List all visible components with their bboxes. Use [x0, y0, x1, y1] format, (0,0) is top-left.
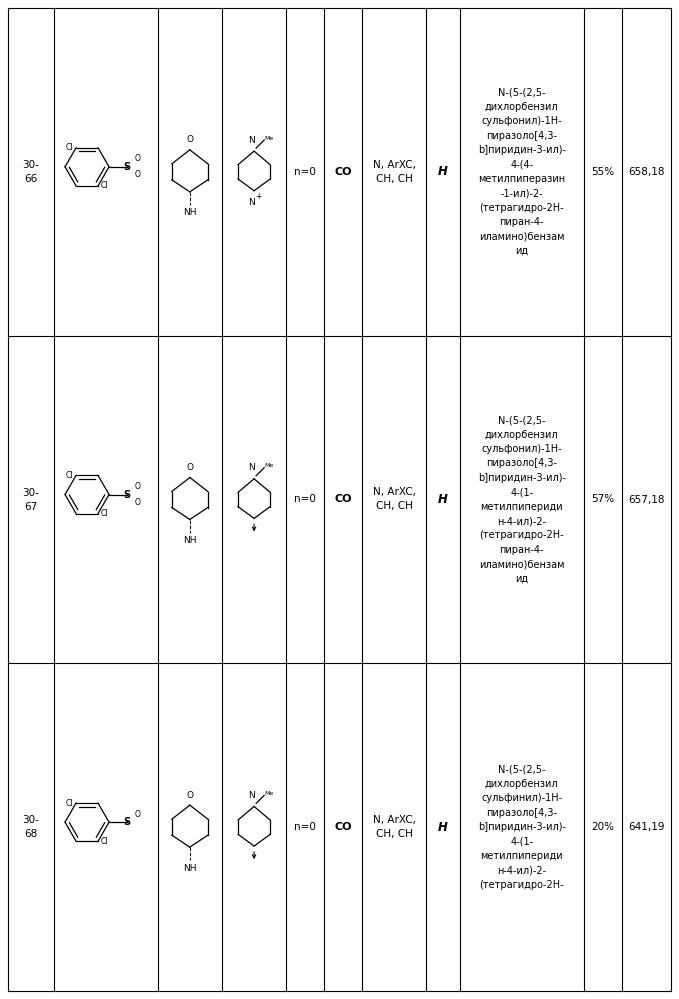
Text: n=0: n=0 — [294, 495, 316, 504]
Text: N-(5-(2,5-
дихлорбензил
сульфонил)-1Н-
пиразоло[4,3-
b]пиридин-3-ил)-
4-(4-
мети: N-(5-(2,5- дихлорбензил сульфонил)-1Н- п… — [478, 88, 566, 256]
Text: O: O — [135, 498, 141, 507]
Text: NH: NH — [183, 536, 196, 545]
Text: CO: CO — [334, 495, 352, 504]
Text: 30-
68: 30- 68 — [22, 815, 39, 839]
Text: n=0: n=0 — [294, 167, 316, 177]
Text: N: N — [248, 791, 255, 800]
Text: Me: Me — [264, 791, 274, 796]
Text: N-(5-(2,5-
дихлорбензил
сульфинил)-1Н-
пиразоло[4,3-
b]пиридин-3-ил)-
4-(1-
мети: N-(5-(2,5- дихлорбензил сульфинил)-1Н- п… — [478, 764, 566, 890]
Text: NH: NH — [183, 209, 196, 218]
Text: N, ArXC,
CH, CH: N, ArXC, CH, CH — [373, 815, 416, 839]
Text: N-(5-(2,5-
дихлорбензил
сульфонил)-1Н-
пиразоло[4,3-
b]пиридин-3-ил)-
4-(1-
мети: N-(5-(2,5- дихлорбензил сульфонил)-1Н- п… — [478, 416, 566, 583]
Text: Cl: Cl — [66, 143, 73, 152]
Text: CO: CO — [334, 822, 352, 832]
Text: 30-
66: 30- 66 — [22, 160, 39, 184]
Text: S: S — [124, 817, 130, 827]
Text: NH: NH — [183, 864, 196, 873]
Text: O: O — [135, 154, 141, 163]
Text: +: + — [255, 192, 261, 201]
Text: H: H — [438, 820, 448, 834]
Text: Cl: Cl — [101, 182, 109, 191]
Text: H: H — [438, 493, 448, 506]
Text: N, ArXC,
CH, CH: N, ArXC, CH, CH — [373, 488, 416, 511]
Text: Me: Me — [264, 464, 274, 469]
Text: 57%: 57% — [591, 495, 614, 504]
Text: 30-
67: 30- 67 — [22, 488, 39, 511]
Text: Me: Me — [264, 136, 274, 141]
Text: Cl: Cl — [101, 509, 109, 518]
Text: CO: CO — [334, 167, 352, 177]
Text: O: O — [135, 171, 141, 180]
Text: N: N — [248, 464, 255, 473]
Text: N: N — [248, 136, 255, 145]
Text: S: S — [124, 490, 130, 500]
Text: O: O — [186, 790, 194, 799]
Text: n=0: n=0 — [294, 822, 316, 832]
Text: 657,18: 657,18 — [628, 495, 665, 504]
Text: 658,18: 658,18 — [628, 167, 665, 177]
Text: H: H — [438, 165, 448, 179]
Text: Cl: Cl — [101, 837, 109, 846]
Text: Cl: Cl — [66, 798, 73, 807]
Text: N: N — [248, 198, 255, 207]
Text: O: O — [135, 482, 141, 491]
Text: 641,19: 641,19 — [628, 822, 665, 832]
Text: 55%: 55% — [591, 167, 614, 177]
Text: S: S — [124, 162, 130, 172]
Text: O: O — [135, 809, 141, 818]
Text: N, ArXC,
CH, CH: N, ArXC, CH, CH — [373, 160, 416, 184]
Text: Cl: Cl — [66, 471, 73, 480]
Text: 20%: 20% — [591, 822, 614, 832]
Text: O: O — [186, 135, 194, 144]
Text: O: O — [186, 463, 194, 472]
